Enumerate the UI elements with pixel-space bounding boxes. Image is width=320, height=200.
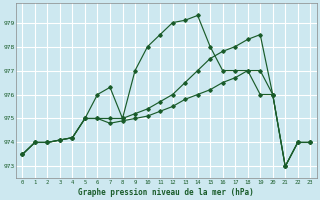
X-axis label: Graphe pression niveau de la mer (hPa): Graphe pression niveau de la mer (hPa) (78, 188, 254, 197)
